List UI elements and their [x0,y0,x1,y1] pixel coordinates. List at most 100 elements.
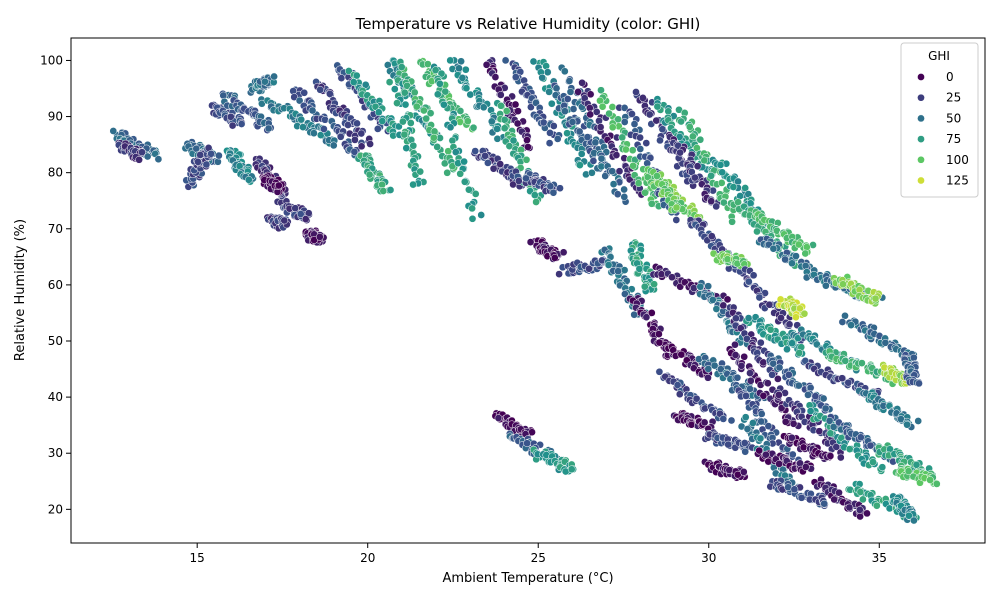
data-point [822,281,830,290]
data-point [479,103,488,112]
data-point [207,149,215,158]
data-point [529,57,538,66]
data-point [609,180,618,188]
x-tick-label: 15 [190,551,205,565]
data-point [491,73,500,81]
data-point [704,365,713,373]
data-point [826,452,835,460]
data-point [788,339,796,348]
data-point [365,170,374,179]
data-point [598,102,607,111]
data-point [696,282,705,291]
data-point [565,77,574,85]
data-point [821,404,830,413]
x-axis-label: Ambient Temperature (°C) [442,571,613,586]
data-point [468,204,476,213]
data-point [511,100,520,109]
data-point [866,441,875,450]
legend: GHI 0 25 50 75 100 125 [900,42,979,198]
data-point [677,117,685,126]
data-point [775,460,783,468]
x-tick-label: 30 [701,551,716,565]
data-point [585,104,594,112]
data-point [756,338,765,347]
data-point [859,495,867,504]
data-point [351,136,359,144]
data-point [707,171,715,180]
data-point [839,280,847,289]
data-point [775,391,783,399]
data-point [733,373,742,382]
data-point [350,147,359,156]
data-point [692,394,701,403]
data-point [785,320,794,329]
data-point [763,379,772,388]
data-point [677,350,686,359]
legend-label: 125 [946,174,969,188]
data-point [578,78,586,87]
data-point [555,270,563,278]
data-point [471,147,480,155]
data-point [630,120,639,128]
legend-title: GHI [928,49,950,63]
data-point [825,416,834,425]
data-point [469,123,478,132]
data-point [878,463,887,472]
data-point [481,152,489,160]
data-point [872,501,881,510]
legend-marker [917,93,925,102]
data-point [460,157,468,166]
data-point [196,151,205,159]
data-point [794,240,803,249]
data-point [820,499,829,508]
data-point [704,373,712,382]
data-point [765,300,774,309]
data-point [493,125,501,133]
data-point [740,352,749,361]
data-point [640,282,649,291]
data-point [657,270,666,279]
data-point [766,325,775,334]
data-point [801,463,810,471]
data-point [795,349,804,357]
data-point [605,109,613,118]
data-point [300,88,309,97]
data-point [390,85,399,93]
data-point [696,135,705,144]
data-point [401,100,410,109]
legend-label: 25 [946,91,961,105]
data-point [769,244,778,253]
data-point [457,57,465,66]
data-point [639,94,647,102]
data-point [502,107,511,115]
data-point [788,259,796,268]
data-point [932,480,941,488]
data-point [553,135,562,143]
data-point [471,190,480,198]
data-point [612,151,621,159]
data-point [739,468,748,476]
data-point [456,169,465,178]
data-point [790,485,799,494]
data-point [719,415,728,423]
data-point [455,64,463,73]
data-point [514,107,522,115]
data-point [656,136,664,145]
data-point [546,129,554,137]
data-point [792,313,800,322]
data-point [784,370,793,379]
data-point [433,143,442,151]
data-point [618,133,627,142]
data-point [545,88,553,96]
data-point [746,199,755,208]
data-point [724,440,733,449]
data-point [379,187,388,195]
data-point [909,353,918,362]
legend-marker [917,114,925,123]
y-axis-label: Relative Humidity (%) [13,219,28,361]
data-point [836,453,845,462]
data-point [426,109,435,118]
data-point [299,123,307,131]
data-point [528,428,536,437]
data-point [366,140,374,148]
